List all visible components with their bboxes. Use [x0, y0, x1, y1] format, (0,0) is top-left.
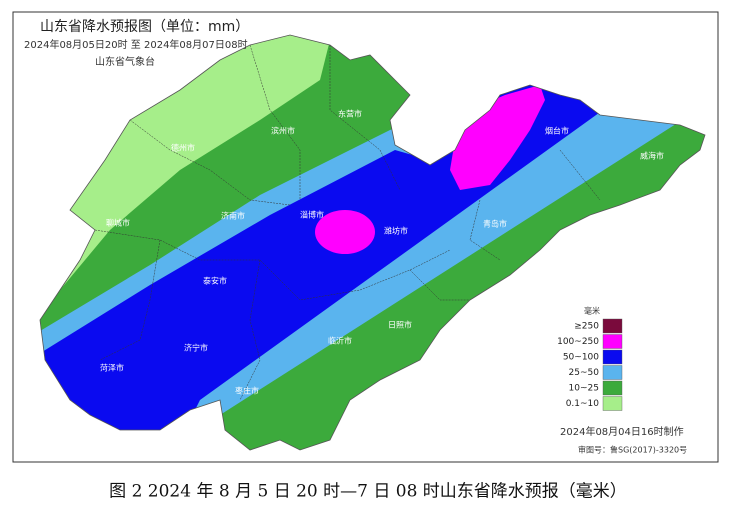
- made-time: 2024年08月04日16时制作: [560, 425, 684, 438]
- zone-100-250: [315, 210, 375, 254]
- city-label: 威海市: [640, 151, 664, 161]
- legend-swatch: [602, 380, 623, 396]
- map-title: 山东省降水预报图（单位：mm）: [40, 19, 249, 35]
- city-label: 聊城市: [106, 218, 130, 228]
- city-label: 菏泽市: [100, 363, 124, 373]
- city-label: 烟台市: [545, 126, 569, 136]
- city-label: 东营市: [338, 109, 362, 119]
- city-label: 济宁市: [184, 343, 208, 353]
- approval-number: 审图号：鲁SG(2017)-3320号: [578, 445, 687, 455]
- rain-zones: [40, 35, 705, 450]
- legend-swatch: [602, 334, 623, 349]
- city-label: 日照市: [388, 320, 412, 330]
- legend-swatch: [602, 318, 623, 334]
- legend-swatch: [602, 396, 623, 411]
- frame: [12, 11, 719, 463]
- city-boundaries: [94, 44, 601, 401]
- legend-label: 100~250: [557, 337, 599, 347]
- city-label: 枣庄市: [235, 386, 259, 396]
- city-label: 青岛市: [483, 219, 507, 229]
- city-label: 德州市: [171, 143, 195, 153]
- legend-label: 50~100: [563, 353, 599, 363]
- province-outline: [39, 34, 706, 451]
- issuer: 山东省气象台: [95, 55, 155, 68]
- city-label: 济南市: [221, 211, 245, 221]
- figure-caption: 图 2 2024 年 8 月 5 日 20 时—7 日 08 时山东省降水预报（…: [109, 482, 627, 502]
- city-label: 泰安市: [203, 276, 227, 286]
- legend-title: 毫米: [584, 306, 600, 316]
- legend-label: 0.1~10: [566, 399, 600, 409]
- legend-swatch: [602, 365, 623, 380]
- city-label: 淄博市: [300, 210, 324, 220]
- legend-label: 25~50: [569, 368, 600, 378]
- forecast-period: 2024年08月05日20时 至 2024年08月07日08时: [24, 38, 248, 51]
- city-label: 滨州市: [271, 126, 295, 136]
- legend-label: 10~25: [569, 384, 599, 394]
- city-label: 潍坊市: [384, 226, 408, 236]
- legend-label: ≥250: [574, 322, 599, 332]
- city-label: 临沂市: [328, 336, 352, 346]
- legend-swatch: [602, 349, 623, 365]
